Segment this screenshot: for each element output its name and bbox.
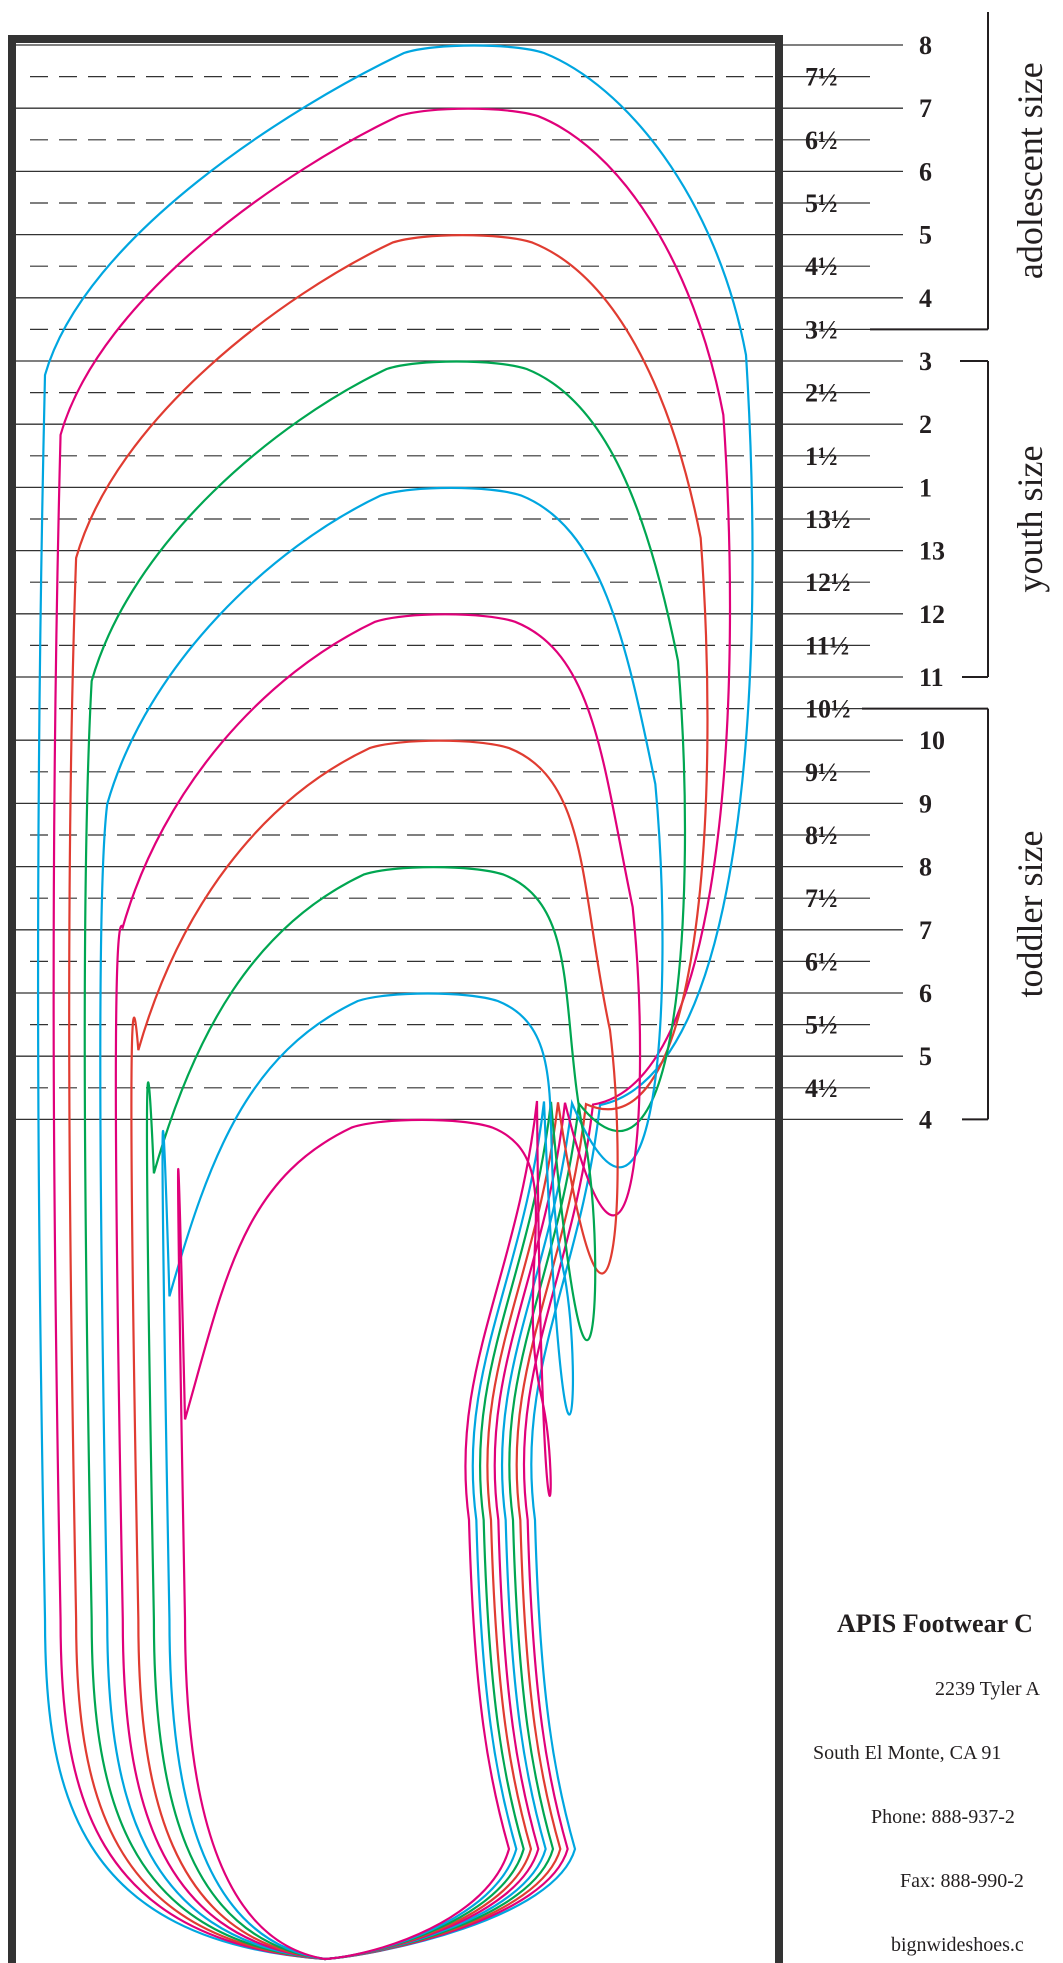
template-frame (12, 39, 779, 1963)
group-label: toddler size (1010, 831, 1050, 998)
half-size-label: 8½ (805, 821, 838, 850)
size-label: 12 (919, 600, 945, 629)
size-label: 11 (919, 663, 944, 692)
foot-outline (38, 46, 752, 1960)
half-size-label: 6½ (805, 126, 838, 155)
size-label: 7 (919, 94, 932, 123)
group-brackets: adolescent size youth size toddler size (862, 12, 1050, 1119)
company-info: APIS Footwear C 2239 Tyler A South El Mo… (813, 1609, 1040, 1956)
size-label: 6 (919, 157, 932, 186)
company-phone: Phone: 888-937-2 (871, 1806, 1015, 1828)
size-label: 2 (919, 410, 932, 439)
half-size-label: 5½ (805, 1011, 838, 1040)
size-label: 13 (919, 537, 945, 566)
size-label: 4 (919, 284, 932, 313)
half-size-label: 4½ (805, 252, 838, 281)
foot-outlines (38, 46, 752, 1960)
size-label: 4 (919, 1105, 932, 1134)
size-label: 5 (919, 221, 932, 250)
half-size-label: 3½ (805, 315, 838, 344)
size-label: 6 (919, 979, 932, 1008)
size-label: 3 (919, 347, 932, 376)
group-label: youth size (1010, 446, 1050, 593)
half-size-label: 6½ (805, 947, 838, 976)
half-size-label: 7½ (805, 63, 838, 92)
half-size-label: 1½ (805, 442, 838, 471)
half-size-label: 10½ (805, 695, 851, 724)
size-label: 9 (919, 789, 932, 818)
size-label: 8 (919, 31, 932, 60)
size-label: 7 (919, 916, 932, 945)
half-size-label: 5½ (805, 189, 838, 218)
half-size-label: 2½ (805, 379, 838, 408)
company-address: 2239 Tyler A (935, 1678, 1040, 1700)
half-size-label: 7½ (805, 884, 838, 913)
half-size-label: 13½ (805, 505, 851, 534)
foot-outline (178, 1101, 551, 1959)
half-size-label: 4½ (805, 1074, 838, 1103)
company-name: APIS Footwear C (837, 1609, 1033, 1638)
group-label: adolescent size (1010, 62, 1050, 279)
size-label: 5 (919, 1042, 932, 1071)
half-size-label: 12½ (805, 568, 851, 597)
size-label: 1 (919, 473, 932, 502)
company-city: South El Monte, CA 91 (813, 1742, 1001, 1764)
size-rulings (16, 45, 903, 1119)
size-label: 8 (919, 853, 932, 882)
half-size-label: 11½ (805, 631, 849, 660)
company-website: bignwideshoes.c (891, 1934, 1024, 1956)
half-size-label: 9½ (805, 758, 838, 787)
company-fax: Fax: 888-990-2 (900, 1870, 1024, 1892)
size-label: 10 (919, 726, 945, 755)
size-labels: 8 7½ 7 6½ 6 5½ 5 4½ 4 3½ 3 2½ 2 1½ 1 13½ 13 12½ 12 11½ 11 10½… (805, 31, 945, 1134)
